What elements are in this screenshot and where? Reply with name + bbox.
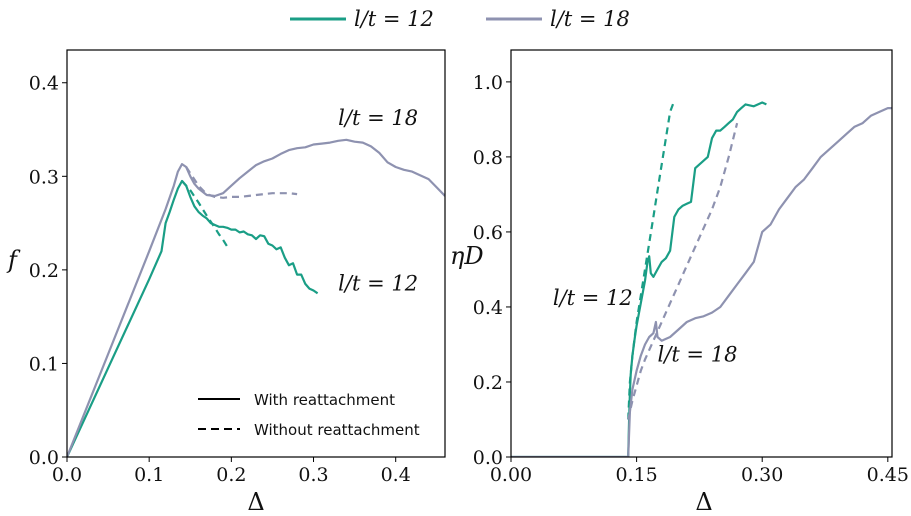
series-line-l12-dashed xyxy=(627,100,676,420)
series-annotation: l/t = 18 xyxy=(338,106,418,130)
series-line-l18-solid xyxy=(511,106,892,457)
x-tick-label: 0.45 xyxy=(867,464,909,486)
x-axis-label-delta: Δ xyxy=(695,488,712,516)
plot-frame xyxy=(66,49,446,458)
series-group xyxy=(511,100,892,457)
plot-frame xyxy=(510,49,893,458)
legend-label-dashed: Without reattachment xyxy=(254,421,420,439)
y-tick-label: 0.3 xyxy=(29,166,59,188)
x-tick-label: 0.0 xyxy=(52,464,82,486)
y-tick-label: 0.4 xyxy=(473,297,503,319)
y-tick-label: 0.2 xyxy=(473,372,503,394)
x-tick-label: 0.30 xyxy=(741,464,783,486)
series-legend: l/t = 12 l/t = 18 xyxy=(290,7,630,31)
x-axis-label-delta: Δ xyxy=(247,488,264,516)
series-line-l18-solid xyxy=(67,138,445,457)
series-line-l12-solid xyxy=(67,179,319,457)
panel-force: f Δ With reattachment Without reattachme… xyxy=(6,49,446,516)
series-group xyxy=(67,138,445,457)
legend-label-solid: With reattachment xyxy=(254,391,395,409)
series-annotation: l/t = 18 xyxy=(658,342,738,366)
y-axis-label-f: f xyxy=(6,246,21,274)
y-tick-label: 0.1 xyxy=(29,353,59,375)
y-tick-label: 0.0 xyxy=(29,447,59,469)
series-line-l12-dashed xyxy=(181,180,229,248)
legend-label-l12: l/t = 12 xyxy=(354,7,434,31)
y-tick-label: 0.4 xyxy=(29,73,59,95)
x-tick-label: 0.1 xyxy=(134,464,164,486)
x-tick-label: 0.00 xyxy=(490,464,532,486)
series-line-l18-dashed xyxy=(627,122,739,420)
legend-label-l18: l/t = 18 xyxy=(550,7,630,31)
y-axis-label-eta: ηD xyxy=(450,242,484,270)
y-tick-label: 1.0 xyxy=(473,72,503,94)
y-tick-label: 0.2 xyxy=(29,260,59,282)
y-tick-label: 0.0 xyxy=(473,447,503,469)
series-annotation: l/t = 12 xyxy=(338,271,418,295)
y-tick-label: 0.8 xyxy=(473,147,503,169)
x-tick-label: 0.4 xyxy=(381,464,411,486)
style-legend: With reattachment Without reattachment xyxy=(198,391,420,439)
x-tick-label: 0.2 xyxy=(216,464,246,486)
series-annotation: l/t = 12 xyxy=(553,286,633,310)
y-tick-label: 0.6 xyxy=(473,222,503,244)
x-tick-label: 0.3 xyxy=(298,464,328,486)
panel-damage: ηD Δ 0.00 0.15 0.30 0.45 0.0 0.2 0.4 0.6 0.8 1.0 l… xyxy=(450,49,909,516)
x-tick-label: 0.15 xyxy=(615,464,657,486)
